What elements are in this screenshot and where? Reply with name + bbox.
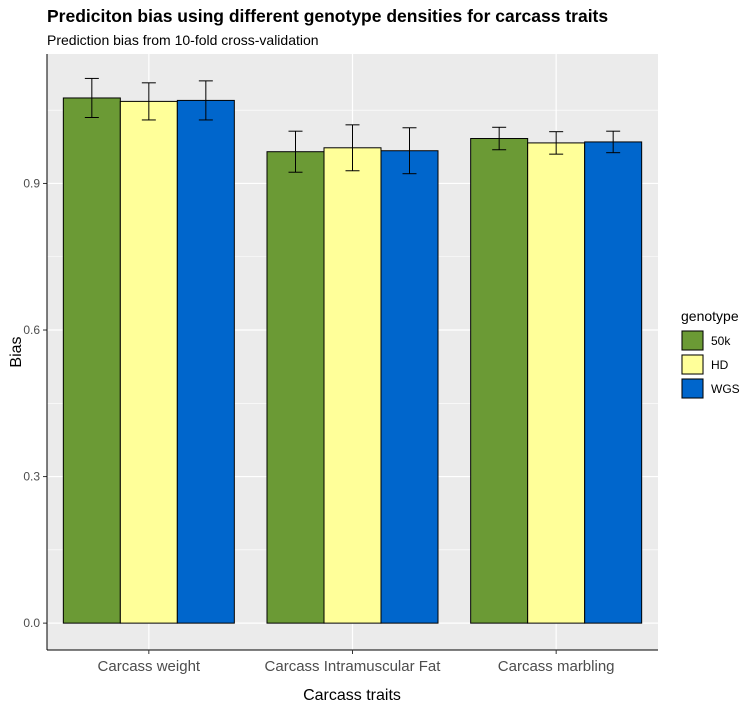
bar-50k	[62, 97, 121, 624]
bar-wgs	[380, 150, 439, 624]
y-tick-label: 0.3	[23, 470, 40, 484]
legend-item-wgs: WGS	[681, 378, 740, 399]
bar-wgs	[584, 141, 643, 624]
error-bar-50k	[84, 77, 99, 119]
chart-title: Prediciton bias using different genotype…	[47, 6, 608, 26]
error-bar-hd	[345, 124, 360, 172]
x-tick-label: Carcass marbling	[498, 658, 615, 675]
error-bar-hd	[141, 82, 156, 121]
bar-hd	[527, 142, 586, 624]
legend-item-50k: 50k	[681, 330, 731, 351]
error-bar-wgs	[402, 127, 417, 175]
error-bar-hd	[549, 131, 564, 155]
plot-area: 0.0 0.3 0.6 0.9 Carcass weight Carcass Intram…	[23, 54, 658, 675]
bar-hd	[119, 100, 178, 624]
legend-swatch	[681, 354, 704, 375]
y-axis-title: Bias	[8, 336, 25, 367]
error-bar-50k	[492, 126, 507, 151]
error-bar-50k	[288, 130, 303, 173]
legend-label: HD	[711, 358, 729, 372]
error-bar-wgs	[198, 80, 213, 121]
y-tick-label: 0.0	[23, 616, 40, 630]
legend-item-hd: HD	[681, 354, 729, 375]
bar-50k	[470, 138, 529, 624]
legend-label: 50k	[711, 334, 731, 348]
bar-50k	[266, 151, 325, 624]
legend-label: WGS	[711, 382, 740, 396]
bar-wgs	[176, 99, 235, 624]
y-tick-label: 0.6	[23, 323, 40, 337]
legend-title: genotype	[681, 308, 739, 324]
legend-swatch	[681, 330, 704, 351]
y-tick-label: 0.9	[23, 176, 40, 190]
legend-swatch	[681, 378, 704, 399]
x-tick-label: Carcass Intramuscular Fat	[265, 658, 442, 675]
chart-subtitle: Prediction bias from 10-fold cross-valid…	[47, 32, 319, 48]
legend: genotype 50k HD WGS	[681, 308, 740, 399]
bar-hd	[323, 147, 382, 624]
x-axis-title: Carcass traits	[303, 687, 401, 704]
x-tick-label: Carcass weight	[98, 658, 201, 675]
error-bar-wgs	[606, 130, 621, 154]
